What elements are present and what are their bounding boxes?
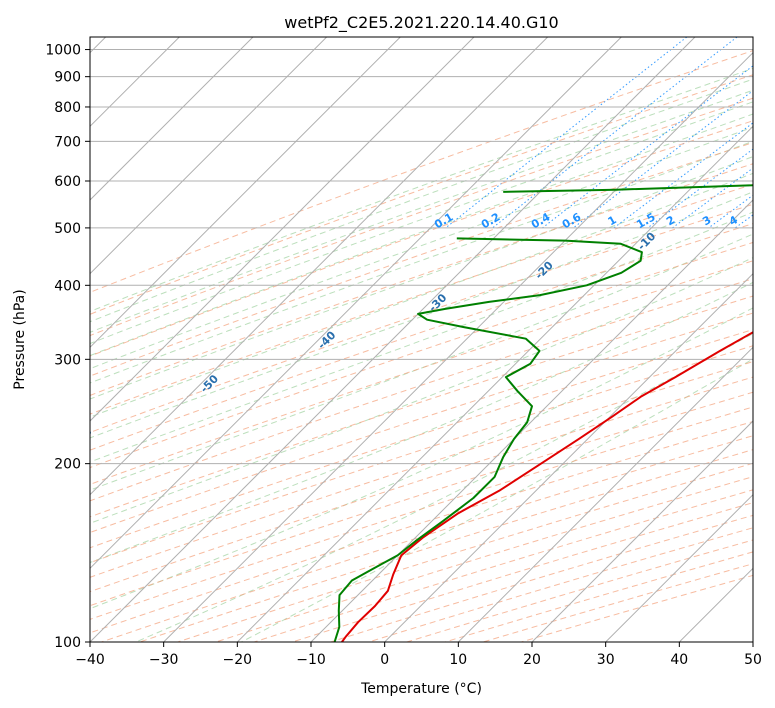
profile-series <box>333 184 753 642</box>
isotherm-line <box>605 493 753 642</box>
isotherm-line <box>384 272 753 642</box>
moist-adiabat-line <box>90 257 753 524</box>
isotherm-line <box>90 37 622 570</box>
x-axis-label: Temperature (°C) <box>360 681 482 697</box>
temperature-line <box>341 331 753 642</box>
moist-adiabat-line <box>90 156 753 400</box>
x-tick-label: −40 <box>75 652 105 668</box>
x-tick-label: −30 <box>149 652 179 668</box>
dry-adiabat-line <box>90 142 753 377</box>
mixing-ratio-line <box>572 90 753 229</box>
isotherm-line <box>90 37 328 275</box>
moist-adiabat-line <box>90 126 753 370</box>
isotherm-line <box>90 37 254 201</box>
mixing-ratio-line <box>542 65 753 229</box>
x-tick-label: −10 <box>296 652 326 668</box>
moist-adiabat-line <box>90 78 753 323</box>
isotherm-line <box>236 125 753 642</box>
x-tick-label: 20 <box>523 652 541 668</box>
y-tick-label: 200 <box>54 457 81 473</box>
dewpoint-line <box>333 237 643 642</box>
y-tick-label: 700 <box>54 134 81 150</box>
dry-adiabats <box>90 50 753 642</box>
isotherm-line <box>457 346 753 642</box>
isotherm-line <box>90 37 401 349</box>
isotherm-line <box>310 199 753 642</box>
y-axis-label: Pressure (hPa) <box>12 289 28 389</box>
moist-adiabat-line <box>90 172 753 418</box>
moist-adiabat-line <box>90 89 753 333</box>
x-tick-label: −20 <box>223 652 253 668</box>
dry-adiabat-line <box>90 97 753 337</box>
y-axis: 100 200 300 400 500 600 700 800 900 1000 <box>45 43 90 651</box>
dry-adiabat-line <box>90 183 753 415</box>
pressure-gridlines <box>90 49 753 642</box>
y-tick-label: 500 <box>54 221 81 237</box>
x-tick-label: 50 <box>744 652 762 668</box>
moist-adiabat-line <box>90 140 753 384</box>
moist-adiabat-line <box>90 67 753 313</box>
x-tick-label: 30 <box>597 652 615 668</box>
x-axis: −40 −30 −20 −10 0 10 20 30 40 50 <box>75 642 762 668</box>
dry-adiabat-line <box>90 329 753 549</box>
moist-adiabat-line <box>90 281 753 564</box>
y-tick-label: 900 <box>54 70 81 86</box>
y-tick-label: 1000 <box>45 43 81 59</box>
y-tick-label: 300 <box>54 352 81 368</box>
isotherm-line <box>163 51 753 642</box>
plot-frame <box>89 36 754 643</box>
chart-title: wetPf2_C2E5.2021.220.14.40.G10 <box>284 13 558 33</box>
y-tick-label: 600 <box>54 174 81 190</box>
moist-adiabat-line <box>90 211 753 463</box>
dry-adiabat-line <box>90 223 753 451</box>
x-tick-label: 10 <box>449 652 467 668</box>
dry-adiabat-line <box>90 50 753 293</box>
dry-adiabat-line <box>90 74 753 315</box>
mixing-ratio-line <box>672 167 753 229</box>
dry-adiabat-line <box>90 312 753 534</box>
dry-adiabat-line <box>90 278 753 502</box>
y-tick-label: 100 <box>54 635 81 651</box>
dry-adiabat-line <box>90 391 753 607</box>
x-tick-label: 40 <box>670 652 688 668</box>
isotherm-line <box>90 37 475 422</box>
dry-adiabat-line <box>90 163 753 396</box>
isotherm-line <box>90 37 549 496</box>
x-tick-label: 0 <box>380 652 389 668</box>
y-tick-label: 800 <box>54 100 81 116</box>
isotherms <box>90 37 753 642</box>
isotherm-line <box>531 420 753 642</box>
y-tick-label: 400 <box>54 278 81 294</box>
dry-adiabat-line <box>90 361 753 578</box>
isotherm-line <box>90 37 696 642</box>
